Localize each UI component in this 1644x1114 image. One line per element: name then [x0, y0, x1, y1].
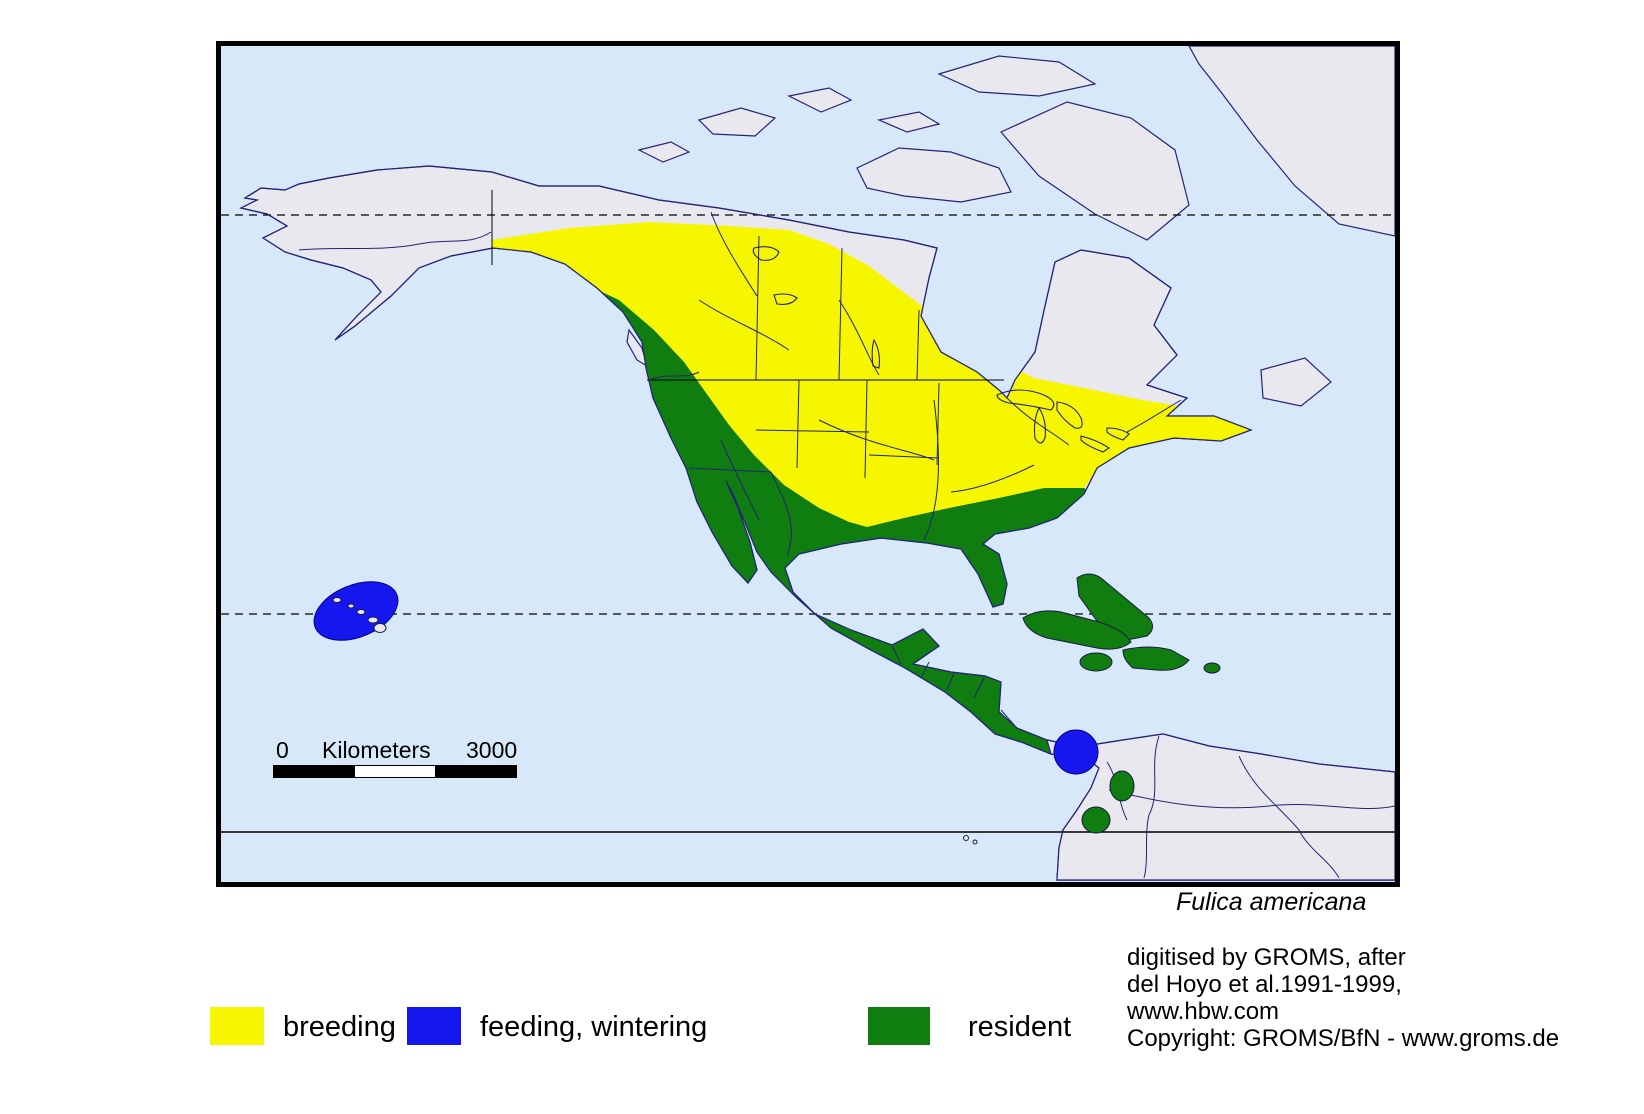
scale-end-label: 3000 — [466, 737, 518, 763]
colorado-river — [720, 439, 760, 521]
lakes-group — [752, 246, 1130, 453]
species-name-label: Fulica americana — [1176, 888, 1367, 916]
legend-label-resident: resident — [968, 1011, 1072, 1043]
canada-rivers — [698, 299, 880, 376]
arctic-island-4 — [876, 111, 941, 133]
hispaniola-resident-area — [1122, 646, 1190, 671]
arctic-island-2 — [787, 87, 853, 113]
great-slave-lake — [773, 293, 798, 305]
hawaii-island-4 — [367, 616, 379, 624]
lake-ontario — [1106, 427, 1130, 441]
galapagos-island-1 — [963, 835, 969, 841]
arctic-island-1 — [697, 107, 777, 137]
colombia-resident-spot-1 — [1109, 770, 1135, 802]
ohio-river — [950, 464, 1035, 493]
map-frame — [216, 41, 1400, 887]
credits-line-3: www.hbw.com — [1127, 998, 1280, 1025]
lake-michigan — [1033, 406, 1046, 444]
range-map-canvas — [221, 46, 1395, 882]
credits-line-2: del Hoyo et al.1991-1999, — [1127, 971, 1402, 998]
hawaii-island-3 — [356, 609, 366, 615]
us-mexico-border — [688, 467, 792, 557]
legend-label-feeding-wintering: feeding, wintering — [480, 1011, 708, 1043]
puerto-rico-resident-area — [1203, 662, 1221, 674]
legend-label-breeding: breeding — [283, 1011, 396, 1043]
victoria-island — [856, 147, 1012, 203]
colombia-resident-spot-2 — [1081, 806, 1111, 834]
province-borders — [755, 235, 920, 381]
central-america-borders — [891, 645, 1016, 727]
ellesmere-island — [937, 55, 1097, 97]
legend-swatch-resident — [868, 1007, 930, 1045]
landmass-group — [240, 46, 1395, 881]
galapagos-island-2 — [972, 839, 978, 845]
us-state-borders — [755, 379, 940, 479]
greenland — [1188, 46, 1395, 237]
resident-islands-group — [1022, 573, 1221, 834]
arctic-island-3 — [637, 141, 691, 163]
lake-erie — [1080, 435, 1110, 453]
cuba-resident-area — [1022, 610, 1132, 650]
jamaica-resident-area — [1079, 652, 1113, 672]
credits-line-4: Copyright: GROMS/BfN - www.groms.de — [1127, 1025, 1560, 1052]
yukon-river — [298, 231, 492, 251]
scale-bar-segment-3 — [435, 766, 517, 777]
small-islands-group — [332, 597, 978, 845]
hawaii-island-1 — [332, 597, 342, 603]
panama-feeding-area — [1053, 729, 1099, 775]
credits-line-1: digitised by GROMS, after — [1127, 944, 1406, 971]
lake-huron — [1056, 401, 1083, 429]
orinoco-river — [1238, 755, 1340, 879]
scale-bar-segment-2 — [354, 766, 436, 777]
columbia-river — [648, 371, 700, 381]
great-bear-lake — [752, 246, 780, 261]
newfoundland — [1260, 357, 1332, 407]
scale-bar — [273, 765, 517, 778]
boundaries-and-rivers — [298, 190, 1395, 879]
vancouver-island — [626, 328, 648, 368]
hawaii-island-5 — [373, 623, 387, 633]
missouri-mississippi-rivers — [818, 399, 939, 541]
scale-bar-segment-1 — [274, 766, 355, 777]
hawaii-island-2 — [347, 603, 355, 609]
lake-winnipeg — [871, 338, 880, 369]
scale-start-label: 0 — [276, 737, 289, 763]
credits-block: digitised by GROMS, after del Hoyo et al… — [1127, 944, 1627, 1052]
legend-swatch-feeding-wintering — [407, 1007, 461, 1045]
mackenzie-river — [710, 211, 758, 297]
baffin-island — [1000, 101, 1190, 241]
scale-unit-label: Kilometers — [322, 737, 431, 763]
st-lawrence-river — [1126, 399, 1182, 433]
lake-superior — [996, 389, 1055, 411]
colombia-venezuela-border — [1143, 735, 1160, 879]
breeding-region — [492, 222, 1259, 527]
legend-swatch-breeding — [210, 1007, 264, 1045]
